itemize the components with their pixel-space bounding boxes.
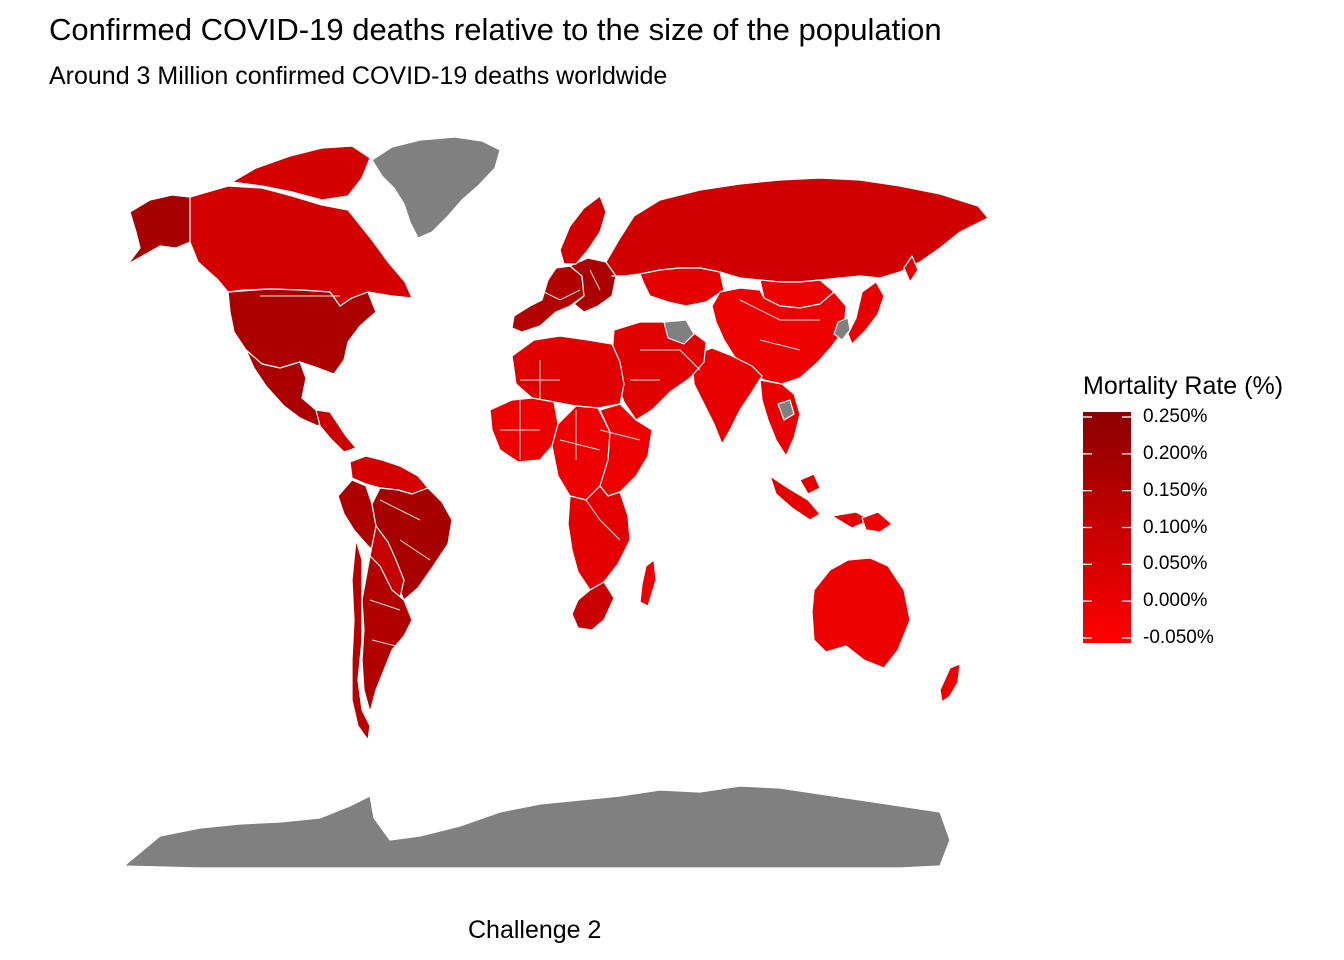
region-australia [811, 557, 911, 669]
legend-label: 0.250% [1143, 406, 1208, 427]
region-japan [903, 255, 919, 283]
country-border [520, 360, 641, 541]
legend-label: 0.100% [1143, 516, 1208, 538]
region-new-zealand [939, 663, 961, 703]
region-laos [777, 399, 795, 421]
legend-title: Mortality Rate (%) [1083, 372, 1284, 400]
legend-colorbar [1083, 412, 1131, 643]
region-south-africa [571, 581, 615, 631]
country-border [500, 400, 601, 460]
legend-label: 0.150% [1143, 479, 1208, 501]
region-canada [231, 145, 371, 201]
region-russia [605, 177, 989, 283]
region-papua-new-guinea [861, 511, 893, 533]
country-border [369, 499, 431, 647]
region-indonesia [769, 475, 821, 521]
legend-label: -0.050% [1143, 627, 1214, 648]
region-europe-central [569, 257, 617, 313]
region-indonesia [799, 473, 821, 495]
region-alaska-usa [127, 194, 191, 265]
region-southern-africa [567, 485, 631, 591]
region-china [711, 287, 847, 385]
region-greenland [371, 136, 501, 239]
region-argentina [361, 555, 413, 713]
country-border [539, 269, 601, 301]
region-canada [189, 185, 413, 307]
legend-label: 0.050% [1143, 553, 1208, 575]
country-border [739, 299, 820, 351]
country-border [630, 349, 701, 381]
region-north-korea [833, 317, 851, 341]
region-kazakhstan [639, 267, 725, 307]
region-east-africa [599, 403, 653, 497]
region-north-africa [511, 335, 625, 409]
region-central-america [315, 409, 357, 453]
region-india [691, 347, 763, 445]
map-title: Confirmed COVID-19 deaths relative to th… [49, 12, 942, 47]
map-caption: Challenge 2 [468, 916, 602, 944]
region-united-states [227, 288, 377, 375]
region-southeast-asia [759, 379, 801, 457]
map-subtitle: Around 3 Million confirmed COVID-19 deat… [49, 62, 668, 90]
legend-label: 0.200% [1143, 442, 1208, 464]
region-europe-west [511, 265, 585, 333]
region-scandinavia [559, 195, 607, 265]
region-japan [847, 281, 885, 345]
legend-label: 0.000% [1143, 590, 1208, 612]
region-madagascar [639, 559, 657, 607]
region-chile [351, 539, 371, 741]
region-turkmenistan [663, 319, 695, 345]
region-antarctica [123, 785, 951, 869]
